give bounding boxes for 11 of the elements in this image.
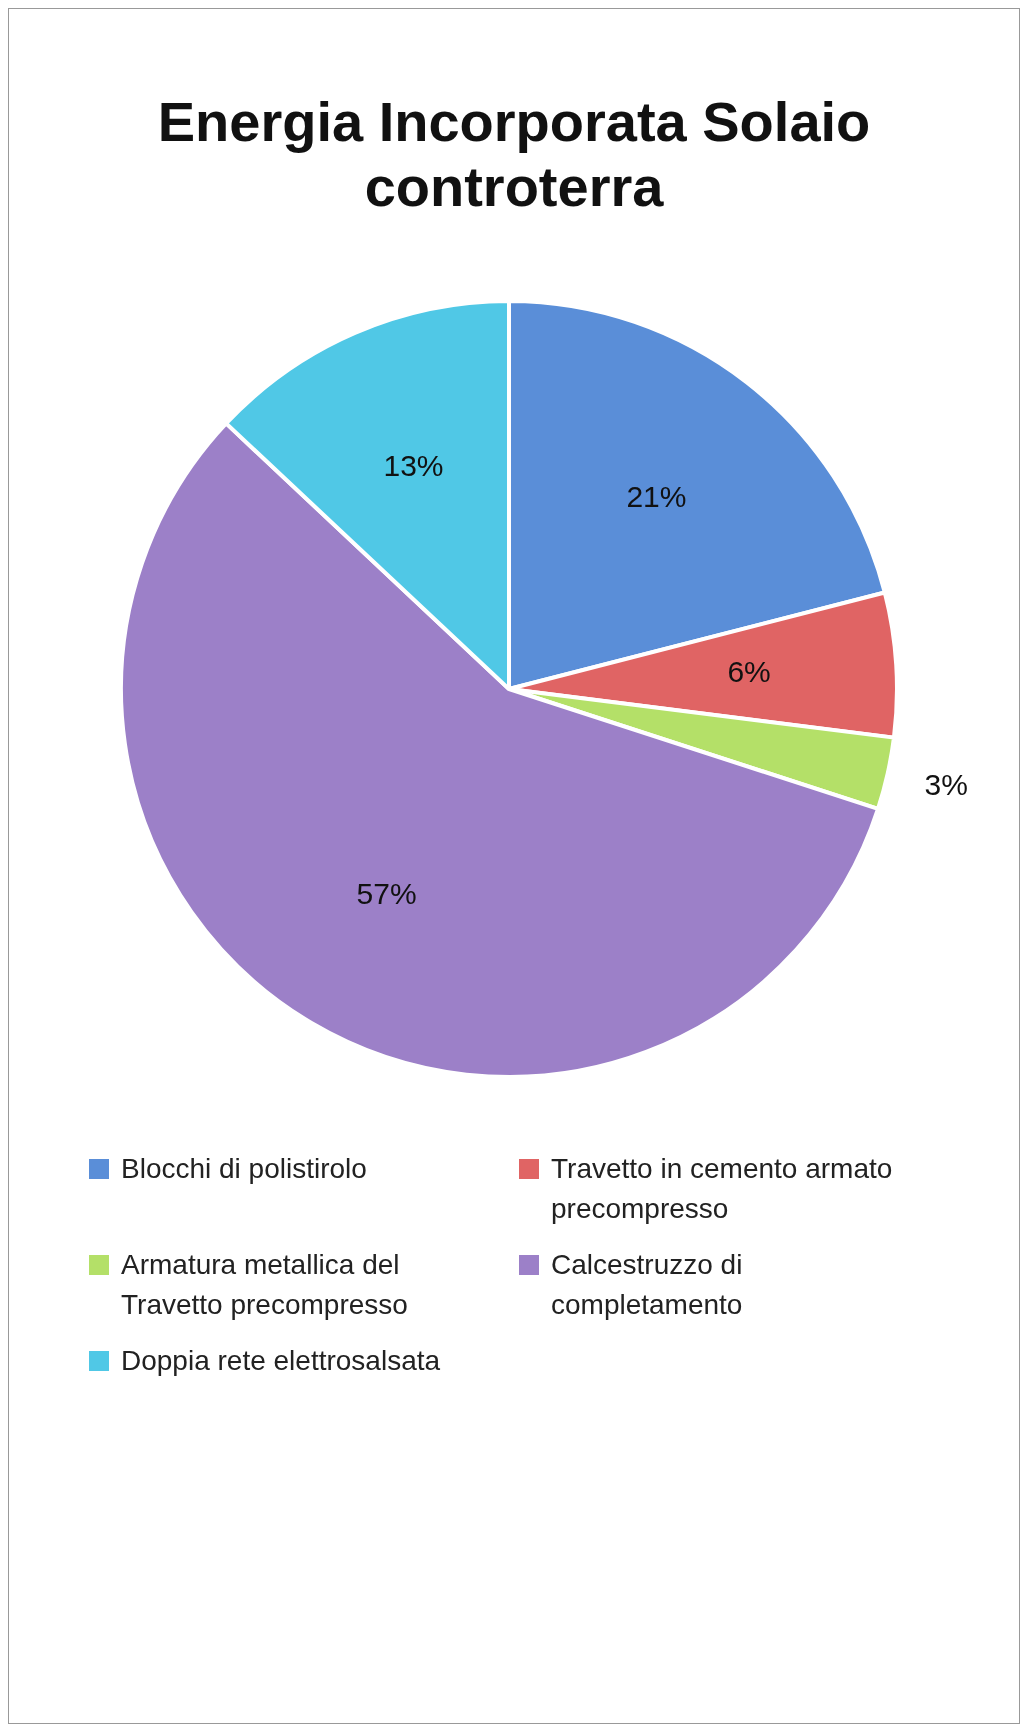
legend-label: Doppia rete elettrosalsata [121,1344,441,1378]
data-label: 21% [626,480,687,514]
data-label: 13% [383,449,444,483]
chart-title: Energia Incorporata Solaio controterra [156,89,872,220]
legend-label: Blocchi di polistirolo [121,1152,367,1186]
legend-label: Travetto in cemento armato precompresso [551,1152,894,1226]
data-label: 6% [727,655,771,689]
data-label: 3% [924,767,968,801]
legend-label: Armatura metallica del Travetto precompresso [121,1248,409,1322]
data-label: 57% [356,877,417,911]
legend-label: Calcestruzzo di completamento [551,1248,744,1322]
